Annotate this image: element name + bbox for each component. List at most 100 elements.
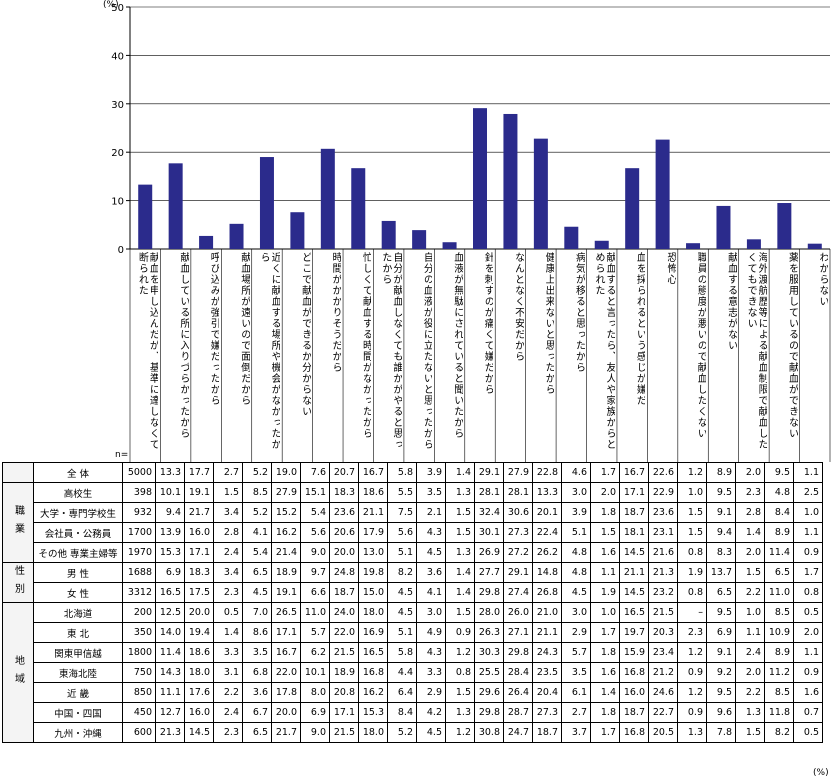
value-cell: 22.7 <box>648 702 678 723</box>
value-cell: 1.7 <box>793 562 823 583</box>
value-cell: 1.8 <box>590 642 620 663</box>
value-cell: 8.2 <box>387 562 417 583</box>
value-cell: 6.5 <box>706 582 736 603</box>
value-cell: 1.6 <box>590 542 620 563</box>
value-cell: 27.1 <box>503 622 533 643</box>
value-cell: 16.2 <box>271 522 301 543</box>
bar <box>412 230 427 249</box>
value-cell: 29.6 <box>474 682 504 703</box>
table-row: 中国・四国 450 12.7 16.0 2.4 6.7 20.0 6.9 17.1 15.3 8.4… <box>3 702 823 723</box>
value-cell: 7.8 <box>706 722 736 743</box>
value-cell: 1.0 <box>677 482 707 503</box>
value-cell: 2.0 <box>735 542 765 563</box>
value-cell: 21.1 <box>358 502 388 523</box>
value-cell: 4.2 <box>416 702 446 723</box>
value-cell: 23.2 <box>648 582 678 603</box>
value-cell: 20.8 <box>329 682 359 703</box>
value-cell: 11.0 <box>764 582 794 603</box>
category-label: 自分が献血しなくても誰かがやると思ったから <box>379 252 402 450</box>
value-cell: 2.2 <box>735 582 765 603</box>
sample-size-cell: 3312 <box>122 582 156 603</box>
bar <box>807 243 822 249</box>
value-cell: 0.9 <box>793 542 823 563</box>
value-cell: 6.5 <box>242 722 272 743</box>
row-label: 九州・沖縄 <box>33 722 123 743</box>
value-cell: 3.9 <box>416 462 446 483</box>
value-cell: 1.4 <box>445 582 475 603</box>
value-cell: 27.7 <box>474 562 504 583</box>
value-cell: 32.4 <box>474 502 504 523</box>
value-cell: 2.2 <box>735 682 765 703</box>
value-cell: 24.7 <box>503 722 533 743</box>
value-cell: 23.5 <box>532 662 562 683</box>
value-cell: 7.5 <box>387 502 417 523</box>
value-cell: 6.5 <box>764 562 794 583</box>
value-cell: 15.3 <box>155 542 185 563</box>
value-cell: 2.3 <box>735 482 765 503</box>
value-cell: 1.5 <box>735 562 765 583</box>
value-cell: 26.9 <box>474 542 504 563</box>
value-cell: 1.4 <box>735 522 765 543</box>
value-cell: 15.2 <box>271 502 301 523</box>
value-cell: 7.0 <box>242 602 272 623</box>
value-cell: 27.3 <box>532 702 562 723</box>
category-label: 職員の態度が悪いので献血したくない <box>695 252 707 439</box>
row-group-label: 職業 <box>2 482 34 563</box>
value-cell: 4.5 <box>416 542 446 563</box>
row-label: その他 専業主婦等 <box>33 542 123 563</box>
value-cell: 28.1 <box>474 482 504 503</box>
value-cell: 21.3 <box>155 722 185 743</box>
value-cell: 8.4 <box>387 702 417 723</box>
value-cell: 23.6 <box>648 502 678 523</box>
value-cell: 4.8 <box>561 542 591 563</box>
value-cell: 18.9 <box>329 662 359 683</box>
category-label: わからない <box>816 252 828 307</box>
value-cell: 9.5 <box>706 682 736 703</box>
value-cell: 18.0 <box>184 662 214 683</box>
value-cell: 1.6 <box>590 662 620 683</box>
table-row: 会社員・公務員 1700 13.9 16.0 2.8 4.1 16.2 5.6 20.6 17.9… <box>3 522 823 543</box>
value-cell: 3.4 <box>213 562 243 583</box>
value-cell: 2.3 <box>677 622 707 643</box>
value-cell: 18.7 <box>329 582 359 603</box>
value-cell: 5.2 <box>387 722 417 743</box>
value-cell: 6.2 <box>300 642 330 663</box>
value-cell: 1.7 <box>590 462 620 483</box>
row-group-label: 地域 <box>2 602 34 743</box>
value-cell: 28.0 <box>474 602 504 623</box>
value-cell: 0.9 <box>793 662 823 683</box>
bar-chart: 0 10 20 30 40 50 <box>111 3 831 462</box>
value-cell: 5.4 <box>242 542 272 563</box>
category-label: なんとなく不安だから <box>512 252 524 362</box>
bar <box>503 113 518 250</box>
value-cell: 20.7 <box>329 462 359 483</box>
row-label: 東 北 <box>33 622 123 643</box>
value-cell: 9.7 <box>300 562 330 583</box>
value-cell: 0.8 <box>677 542 707 563</box>
value-cell: 3.4 <box>213 502 243 523</box>
y-tick-label: 30 <box>111 100 124 111</box>
category-label: 時間がかかりそうだから <box>330 252 342 373</box>
value-cell: 16.8 <box>619 662 649 683</box>
value-cell: 13.7 <box>706 562 736 583</box>
value-cell: 3.0 <box>561 482 591 503</box>
value-cell: 1.5 <box>445 602 475 623</box>
value-cell: 3.0 <box>561 602 591 623</box>
value-cell: 2.1 <box>416 502 446 523</box>
value-cell: 27.3 <box>503 522 533 543</box>
value-cell: 21.5 <box>329 722 359 743</box>
value-cell: 11.2 <box>764 662 794 683</box>
sample-size-cell: 1700 <box>122 522 156 543</box>
value-cell: 5.2 <box>242 502 272 523</box>
sample-size-cell: 1800 <box>122 642 156 663</box>
value-cell: 14.8 <box>532 562 562 583</box>
value-cell: 1.2 <box>677 462 707 483</box>
value-cell: 13.3 <box>155 462 185 483</box>
value-cell: 4.4 <box>387 662 417 683</box>
value-cell: 14.3 <box>155 662 185 683</box>
value-cell: 30.1 <box>474 522 504 543</box>
value-cell: 6.9 <box>300 702 330 723</box>
value-cell: 19.8 <box>358 562 388 583</box>
value-cell: 29.1 <box>503 562 533 583</box>
value-cell: 24.3 <box>532 642 562 663</box>
